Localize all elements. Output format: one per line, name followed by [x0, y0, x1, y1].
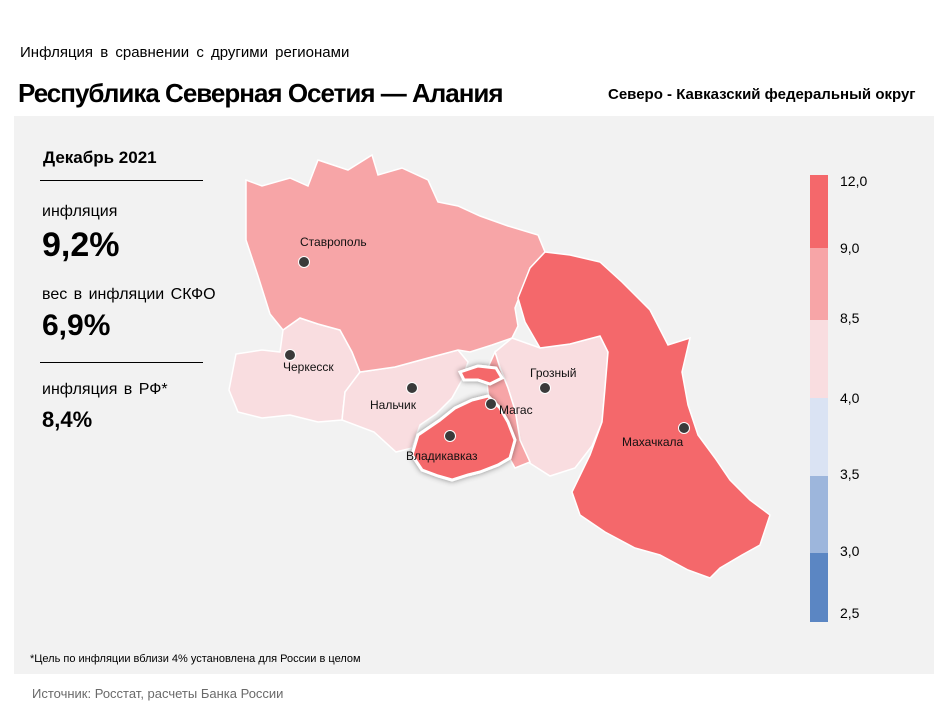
region-north-ossetia-north-part[interactable] — [457, 364, 505, 386]
region-north-ossetia[interactable] — [410, 394, 517, 482]
page-title: Республика Северная Осетия — Алания — [18, 78, 504, 108]
city-label-makhachkala: Махачкала — [622, 435, 684, 449]
footnote: *Цель по инфляции вблизи 4% установлена … — [30, 653, 361, 665]
inflation-label: инфляция — [42, 203, 118, 220]
rf-inflation-label: инфляция в РФ* — [42, 381, 168, 398]
supertitle: Инфляция в сравнении с другими регионами — [20, 44, 350, 61]
city-marker-stavropol — [298, 256, 310, 268]
district-label: Северо - Кавказский федеральный округ — [608, 86, 916, 103]
city-marker-grozny — [539, 382, 551, 394]
city-marker-nalchik — [406, 382, 418, 394]
city-label-cherkessk: Черкесск — [283, 360, 334, 374]
legend-tick-label: 3,5 — [840, 466, 860, 482]
legend-tick-label: 9,0 — [840, 240, 860, 256]
content-panel — [14, 116, 934, 674]
city-marker-magas — [485, 398, 497, 410]
legend-tick-label: 8,5 — [840, 310, 860, 326]
city-marker-vladikavkaz — [444, 430, 456, 442]
legend-swatch-8-5-to-9 — [810, 248, 828, 320]
divider — [40, 180, 203, 181]
city-label-stavropol: Ставрополь — [300, 235, 367, 249]
weight-value: 6,9% — [42, 309, 111, 342]
weight-label: вес в инфляции СКФО — [42, 286, 216, 303]
city-label-magas: Магас — [499, 403, 533, 417]
city-marker-makhachkala — [678, 422, 690, 434]
legend-swatch-3-to-3-5 — [810, 476, 828, 553]
legend-swatch-4-to-8-5 — [810, 320, 828, 398]
legend-swatch-2-5-to-3 — [810, 553, 828, 622]
legend-tick-label: 12,0 — [840, 173, 868, 189]
rf-inflation-value: 8,4% — [42, 407, 93, 432]
legend-tick-label: 2,5 — [840, 605, 860, 621]
region-dagestan[interactable] — [517, 251, 771, 579]
period-label: Декабрь 2021 — [43, 148, 157, 167]
legend-swatch-3-5-to-4 — [810, 398, 828, 476]
city-label-nalchik: Нальчик — [370, 398, 417, 412]
source-note: Источник: Росстат, расчеты Банка России — [32, 686, 284, 701]
inflation-value: 9,2% — [42, 226, 120, 264]
city-label-grozny: Грозный — [530, 366, 577, 380]
legend-swatch-above-9 — [810, 175, 828, 248]
city-marker-cherkessk — [284, 349, 296, 361]
legend-tick-label: 4,0 — [840, 390, 860, 406]
city-label-vladikavkaz: Владикавказ — [406, 449, 478, 463]
legend-tick-label: 3,0 — [840, 543, 860, 559]
divider — [40, 362, 203, 363]
